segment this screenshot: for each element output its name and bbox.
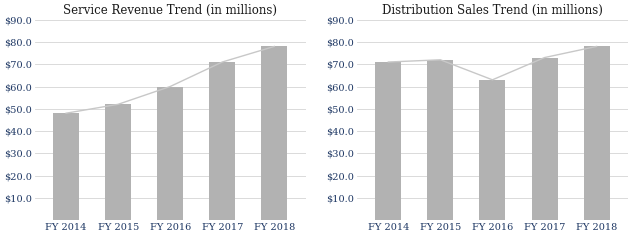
Bar (532, 58, 557, 220)
Bar (583, 46, 610, 220)
Bar (53, 113, 79, 220)
Bar (480, 80, 506, 220)
Bar (105, 104, 131, 220)
Bar (157, 87, 183, 220)
Title: Service Revenue Trend (in millions): Service Revenue Trend (in millions) (63, 4, 277, 17)
Title: Distribution Sales Trend (in millions): Distribution Sales Trend (in millions) (382, 4, 603, 17)
Bar (261, 46, 288, 220)
Bar (427, 60, 453, 220)
Bar (209, 62, 235, 220)
Bar (375, 62, 401, 220)
